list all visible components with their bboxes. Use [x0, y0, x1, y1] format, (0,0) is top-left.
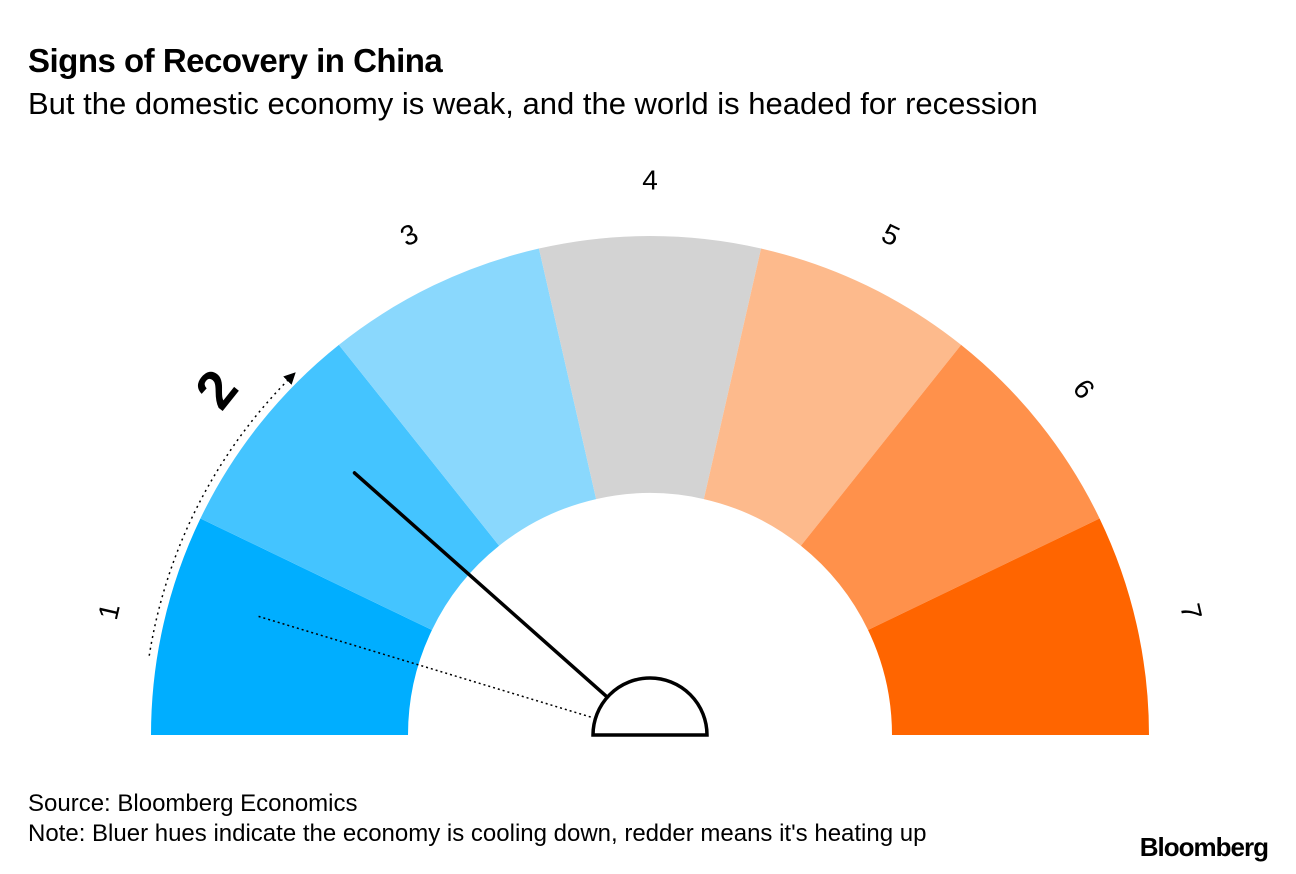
footnote: Note: Bluer hues indicate the economy is…: [28, 820, 927, 847]
gauge-label-4: 4: [642, 165, 658, 196]
gauge-label-2: 2: [184, 359, 250, 420]
gauge-segment-5: [703, 248, 962, 546]
gauge-segment-6: [800, 344, 1100, 631]
chart-subtitle: But the domestic economy is weak, and th…: [28, 86, 1038, 121]
gauge-hub: [591, 676, 709, 737]
gauge-label-5: 5: [877, 218, 904, 253]
gauge-segment-1: [151, 518, 432, 735]
gauge-segment-4: [538, 236, 762, 500]
gauge-label-6: 6: [1067, 373, 1101, 405]
gauge-label-1: 1: [92, 600, 126, 622]
gauge-segment-3: [338, 248, 597, 546]
chart-title: Signs of Recovery in China: [28, 42, 443, 79]
change-arrow: [148, 372, 296, 656]
gauge-label-3: 3: [395, 218, 422, 253]
gauge-label-7: 7: [1174, 600, 1208, 622]
bloomberg-logo: Bloomberg: [1139, 832, 1269, 862]
gauge-segment-7: [868, 518, 1149, 735]
gauge-segment-2: [200, 344, 500, 631]
source-note: Source: Bloomberg Economics: [28, 790, 358, 817]
gauge-needle: [352, 471, 610, 699]
